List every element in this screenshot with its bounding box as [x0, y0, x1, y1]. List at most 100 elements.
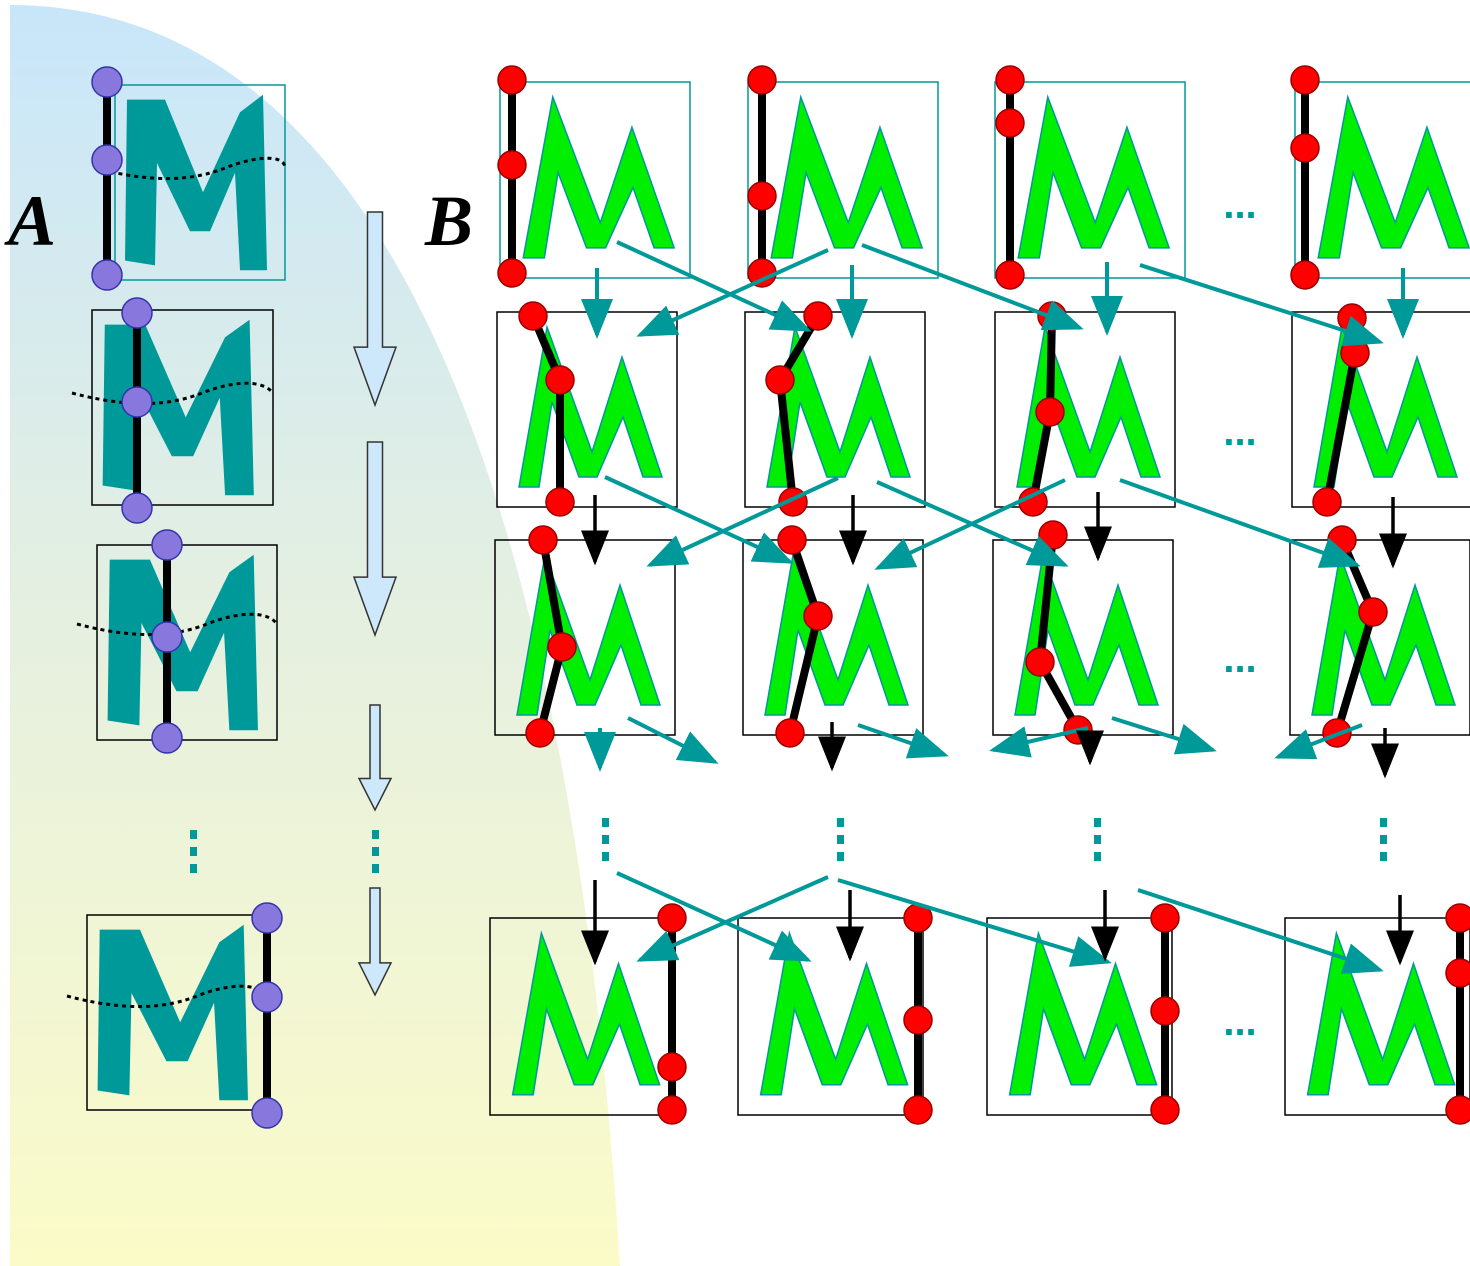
node	[1151, 1096, 1179, 1124]
diagram: A B ............	[0, 0, 1470, 1266]
node	[996, 261, 1024, 289]
node	[252, 1098, 282, 1128]
node	[1359, 598, 1387, 626]
node	[1446, 959, 1470, 987]
node	[152, 622, 182, 652]
node	[1151, 997, 1179, 1025]
node	[122, 298, 152, 328]
node	[498, 151, 526, 179]
ellipsis: ...	[1223, 410, 1256, 454]
letter-m	[765, 555, 908, 715]
vertical-dots	[837, 818, 844, 827]
teal-arrow	[1138, 890, 1380, 970]
ellipsis: ...	[1223, 637, 1256, 681]
node	[776, 719, 804, 747]
vertical-dots	[372, 847, 379, 856]
node	[1291, 134, 1319, 162]
letter-m	[771, 97, 922, 258]
node	[778, 526, 806, 554]
node	[1291, 261, 1319, 289]
node	[1446, 904, 1470, 932]
letter-m	[519, 327, 662, 487]
node	[498, 259, 526, 287]
ellipsis: ...	[1223, 183, 1256, 227]
vertical-dots	[602, 852, 609, 861]
letter-m	[517, 555, 660, 715]
vertical-dots	[1094, 835, 1101, 844]
node	[252, 903, 282, 933]
node	[996, 109, 1024, 137]
vertical-dots	[190, 864, 197, 873]
node	[766, 366, 794, 394]
vertical-dots	[372, 830, 379, 839]
node	[904, 1096, 932, 1124]
node	[152, 530, 182, 560]
letter-m	[1010, 933, 1157, 1095]
vertical-dots	[602, 835, 609, 844]
node	[498, 66, 526, 94]
vertical-dots	[1094, 852, 1101, 861]
node	[152, 723, 182, 753]
panel-label: B	[424, 181, 473, 261]
letter-m	[1015, 555, 1158, 715]
vertical-dots	[1380, 835, 1387, 844]
node	[904, 1006, 932, 1034]
node	[548, 633, 576, 661]
node	[1026, 648, 1054, 676]
ellipsis: ...	[1223, 1000, 1256, 1044]
teal-arrow	[605, 477, 790, 562]
node	[92, 145, 122, 175]
node	[252, 982, 282, 1012]
vertical-dots	[190, 847, 197, 856]
node	[546, 488, 574, 516]
teal-arrow	[1112, 718, 1213, 750]
panel-label: A	[4, 181, 56, 261]
node	[1291, 66, 1319, 94]
node	[122, 387, 152, 417]
letter-m	[523, 97, 674, 258]
node	[1341, 339, 1369, 367]
page: A B ............ (() => { const data = J…	[0, 0, 1470, 1266]
node	[748, 182, 776, 210]
node	[804, 602, 832, 630]
node	[658, 1096, 686, 1124]
node	[1151, 904, 1179, 932]
node	[804, 302, 832, 330]
vertical-dots	[190, 830, 197, 839]
teal-arrow	[838, 880, 1108, 962]
node	[92, 67, 122, 97]
node	[658, 1053, 686, 1081]
node	[658, 904, 686, 932]
vertical-dots	[837, 835, 844, 844]
node	[1039, 521, 1067, 549]
letter-m	[1308, 933, 1455, 1095]
vertical-dots	[602, 818, 609, 827]
node	[519, 302, 547, 330]
vertical-dots	[1380, 818, 1387, 827]
teal-arrow	[1140, 265, 1380, 342]
teal-arrow	[858, 725, 945, 755]
node	[1328, 526, 1356, 554]
node	[1446, 1096, 1470, 1124]
letter-m	[1312, 555, 1455, 715]
node	[1036, 398, 1064, 426]
node	[529, 526, 557, 554]
node	[1313, 488, 1341, 516]
node	[92, 260, 122, 290]
teal-arrow	[650, 478, 838, 565]
vertical-dots	[837, 852, 844, 861]
letter-m	[1018, 97, 1169, 258]
vertical-dots	[372, 864, 379, 873]
vertical-dots	[1094, 818, 1101, 827]
node	[996, 66, 1024, 94]
vertical-dots	[1380, 852, 1387, 861]
node	[122, 493, 152, 523]
teal-arrow	[617, 873, 808, 960]
node	[748, 66, 776, 94]
teal-arrow	[628, 718, 715, 762]
teal-arrow	[862, 245, 1080, 328]
letter-m	[1318, 97, 1469, 258]
teal-arrow	[640, 250, 828, 335]
node	[526, 719, 554, 747]
letter-m	[761, 933, 908, 1095]
